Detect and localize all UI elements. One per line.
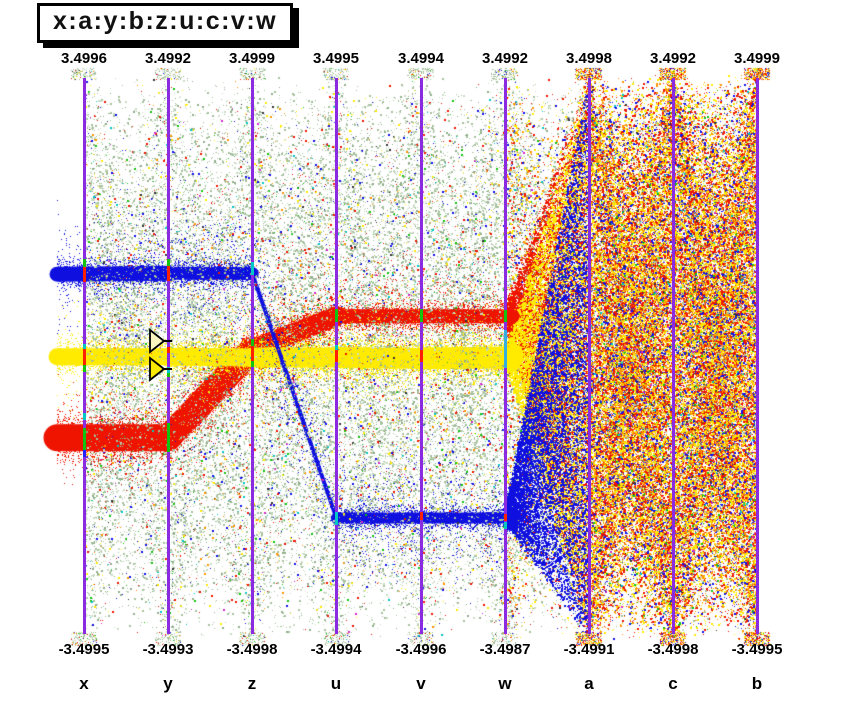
axis-line-a[interactable] bbox=[588, 78, 591, 634]
plot-title: x:a:y:b:z:u:c:v:w bbox=[37, 3, 294, 43]
axis-y-tick-4 bbox=[167, 373, 170, 377]
axis-y-tick-0 bbox=[167, 259, 170, 266]
axis-min-label-z: -3.4998 bbox=[226, 641, 278, 658]
axis-min-label-b: -3.4995 bbox=[731, 641, 783, 658]
axis-min-label-u: -3.4994 bbox=[310, 641, 362, 658]
axis-u-tick-3 bbox=[335, 512, 338, 525]
axis-z-tick-3 bbox=[251, 361, 254, 367]
axis-x-tick-4 bbox=[83, 365, 86, 372]
plot-title-text: x:a:y:b:z:u:c:v:w bbox=[53, 7, 278, 35]
axis-x-tick-0 bbox=[83, 259, 86, 267]
axis-w-tick-3 bbox=[504, 522, 507, 529]
axis-name-label-a: a bbox=[584, 674, 594, 693]
axis-min-label-x: -3.4995 bbox=[58, 641, 110, 658]
axis-y-tick-2 bbox=[167, 347, 170, 353]
axis-name-label-b: b bbox=[751, 674, 763, 693]
axis-name-label-v: v bbox=[416, 674, 426, 693]
axis-x-tick-6 bbox=[83, 428, 86, 450]
axis-name-label-x: x bbox=[79, 674, 89, 693]
axis-y-tick-5 bbox=[167, 423, 170, 452]
axis-w-tick-2 bbox=[504, 514, 507, 521]
axis-max-label-y: 3.4992 bbox=[145, 50, 191, 67]
axis-max-label-b: 3.4999 bbox=[734, 50, 780, 67]
axis-max-label-a: 3.4998 bbox=[566, 50, 612, 67]
axis-line-c[interactable] bbox=[672, 78, 675, 634]
axis-min-label-v: -3.4996 bbox=[395, 641, 447, 658]
axis-z-tick-2 bbox=[251, 346, 254, 361]
axis-v-tick-1 bbox=[420, 350, 423, 362]
axis-max-label-w: 3.4992 bbox=[482, 50, 528, 67]
axis-w-tick-1 bbox=[504, 330, 507, 368]
axis-name-label-y: y bbox=[163, 674, 173, 693]
axis-max-label-v: 3.4994 bbox=[398, 50, 444, 67]
axis-x-tick-7 bbox=[83, 450, 86, 457]
axis-v-tick-0 bbox=[420, 309, 423, 322]
axis-u-tick-0 bbox=[335, 309, 338, 322]
axis-x-tick-1 bbox=[83, 267, 86, 282]
axis-v-tick-2 bbox=[420, 512, 423, 520]
axis-max-label-x: 3.4996 bbox=[61, 50, 107, 67]
axis-x-tick-2 bbox=[83, 344, 86, 349]
axis-line-b[interactable] bbox=[756, 78, 759, 634]
axis-max-label-z: 3.4999 bbox=[229, 50, 275, 67]
axis-x-tick-5 bbox=[83, 413, 86, 420]
axis-max-label-u: 3.4995 bbox=[313, 50, 359, 67]
axis-line-y[interactable] bbox=[167, 78, 170, 634]
axis-u-tick-2 bbox=[335, 350, 338, 362]
axis-name-label-c: c bbox=[668, 674, 678, 693]
axis-name-label-z: z bbox=[247, 674, 257, 693]
axis-min-label-c: -3.4998 bbox=[647, 641, 699, 658]
axis-w-tick-0 bbox=[504, 310, 507, 322]
axis-name-label-u: u bbox=[330, 674, 342, 693]
axis-y-tick-1 bbox=[167, 266, 170, 281]
axis-z-tick-1 bbox=[251, 339, 254, 346]
axis-y-tick-3 bbox=[167, 367, 170, 373]
axis-min-label-a: -3.4991 bbox=[563, 641, 615, 658]
axis-name-label-w: w bbox=[498, 674, 512, 693]
axis-min-label-w: -3.4987 bbox=[479, 641, 531, 658]
axis-min-label-y: -3.4993 bbox=[142, 641, 194, 658]
axis-max-label-c: 3.4992 bbox=[650, 50, 696, 67]
axis-x-tick-3 bbox=[83, 349, 86, 365]
axis-z-tick-0 bbox=[251, 262, 254, 275]
axis-u-tick-1 bbox=[335, 345, 338, 350]
